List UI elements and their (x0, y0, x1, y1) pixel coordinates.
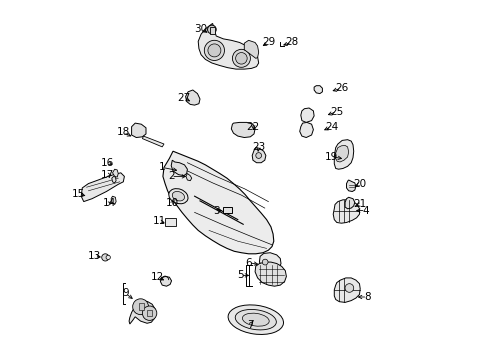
Polygon shape (334, 140, 354, 169)
Text: 15: 15 (72, 189, 85, 199)
Polygon shape (346, 180, 356, 192)
Text: 30: 30 (195, 24, 208, 34)
Text: 23: 23 (252, 142, 265, 152)
Ellipse shape (172, 192, 185, 201)
Ellipse shape (243, 313, 269, 326)
Polygon shape (259, 253, 281, 270)
Text: 6: 6 (245, 258, 252, 268)
Bar (165, 218, 176, 226)
Circle shape (345, 284, 354, 292)
Polygon shape (345, 197, 355, 209)
Circle shape (262, 259, 268, 265)
Text: 13: 13 (88, 251, 101, 261)
Text: 16: 16 (101, 158, 114, 168)
Text: 4: 4 (362, 206, 369, 216)
Circle shape (256, 153, 262, 158)
Polygon shape (252, 148, 266, 163)
Text: 24: 24 (325, 122, 338, 132)
Polygon shape (186, 90, 200, 105)
Polygon shape (255, 262, 286, 286)
Text: 10: 10 (165, 198, 178, 208)
Polygon shape (111, 196, 116, 204)
Text: 20: 20 (354, 179, 367, 189)
Polygon shape (132, 123, 146, 138)
Bar (139, 303, 144, 310)
Text: 28: 28 (285, 37, 298, 48)
Polygon shape (171, 160, 187, 176)
Text: 27: 27 (177, 93, 191, 103)
Bar (147, 310, 152, 316)
Polygon shape (336, 145, 349, 162)
Polygon shape (113, 169, 118, 177)
Polygon shape (163, 151, 274, 254)
Text: 14: 14 (103, 198, 116, 208)
Polygon shape (198, 23, 259, 69)
Polygon shape (143, 136, 164, 147)
Text: 11: 11 (153, 216, 166, 226)
Polygon shape (314, 86, 322, 94)
Text: 22: 22 (246, 122, 260, 132)
Text: 26: 26 (335, 83, 348, 93)
Ellipse shape (235, 310, 276, 330)
Text: 5: 5 (237, 270, 244, 280)
Circle shape (102, 254, 109, 261)
Polygon shape (112, 176, 116, 183)
Polygon shape (81, 173, 124, 202)
Circle shape (133, 299, 148, 315)
Bar (222, 207, 232, 213)
Text: 2: 2 (168, 171, 174, 181)
Text: 9: 9 (122, 288, 129, 298)
Polygon shape (129, 301, 156, 324)
Circle shape (236, 53, 247, 64)
Bar (210, 27, 215, 34)
Circle shape (106, 255, 110, 260)
Polygon shape (231, 122, 255, 138)
Text: 3: 3 (213, 206, 220, 216)
Polygon shape (301, 108, 314, 122)
Text: 25: 25 (330, 107, 343, 117)
Circle shape (143, 306, 157, 320)
Circle shape (232, 49, 250, 67)
Text: 8: 8 (364, 292, 371, 302)
Ellipse shape (169, 189, 188, 204)
Text: 1: 1 (159, 162, 166, 172)
Text: 21: 21 (354, 199, 367, 210)
Text: 7: 7 (247, 320, 254, 330)
Text: 19: 19 (325, 152, 338, 162)
Circle shape (204, 40, 224, 60)
Polygon shape (300, 122, 314, 138)
Polygon shape (160, 276, 172, 286)
Circle shape (208, 25, 216, 34)
Text: 17: 17 (101, 170, 114, 180)
Ellipse shape (228, 305, 284, 334)
Polygon shape (334, 278, 360, 302)
Polygon shape (333, 200, 360, 223)
Text: 18: 18 (117, 127, 130, 138)
Text: 12: 12 (151, 272, 165, 282)
Polygon shape (245, 40, 259, 58)
Text: 29: 29 (262, 37, 275, 48)
Polygon shape (186, 174, 192, 181)
Circle shape (208, 44, 221, 57)
